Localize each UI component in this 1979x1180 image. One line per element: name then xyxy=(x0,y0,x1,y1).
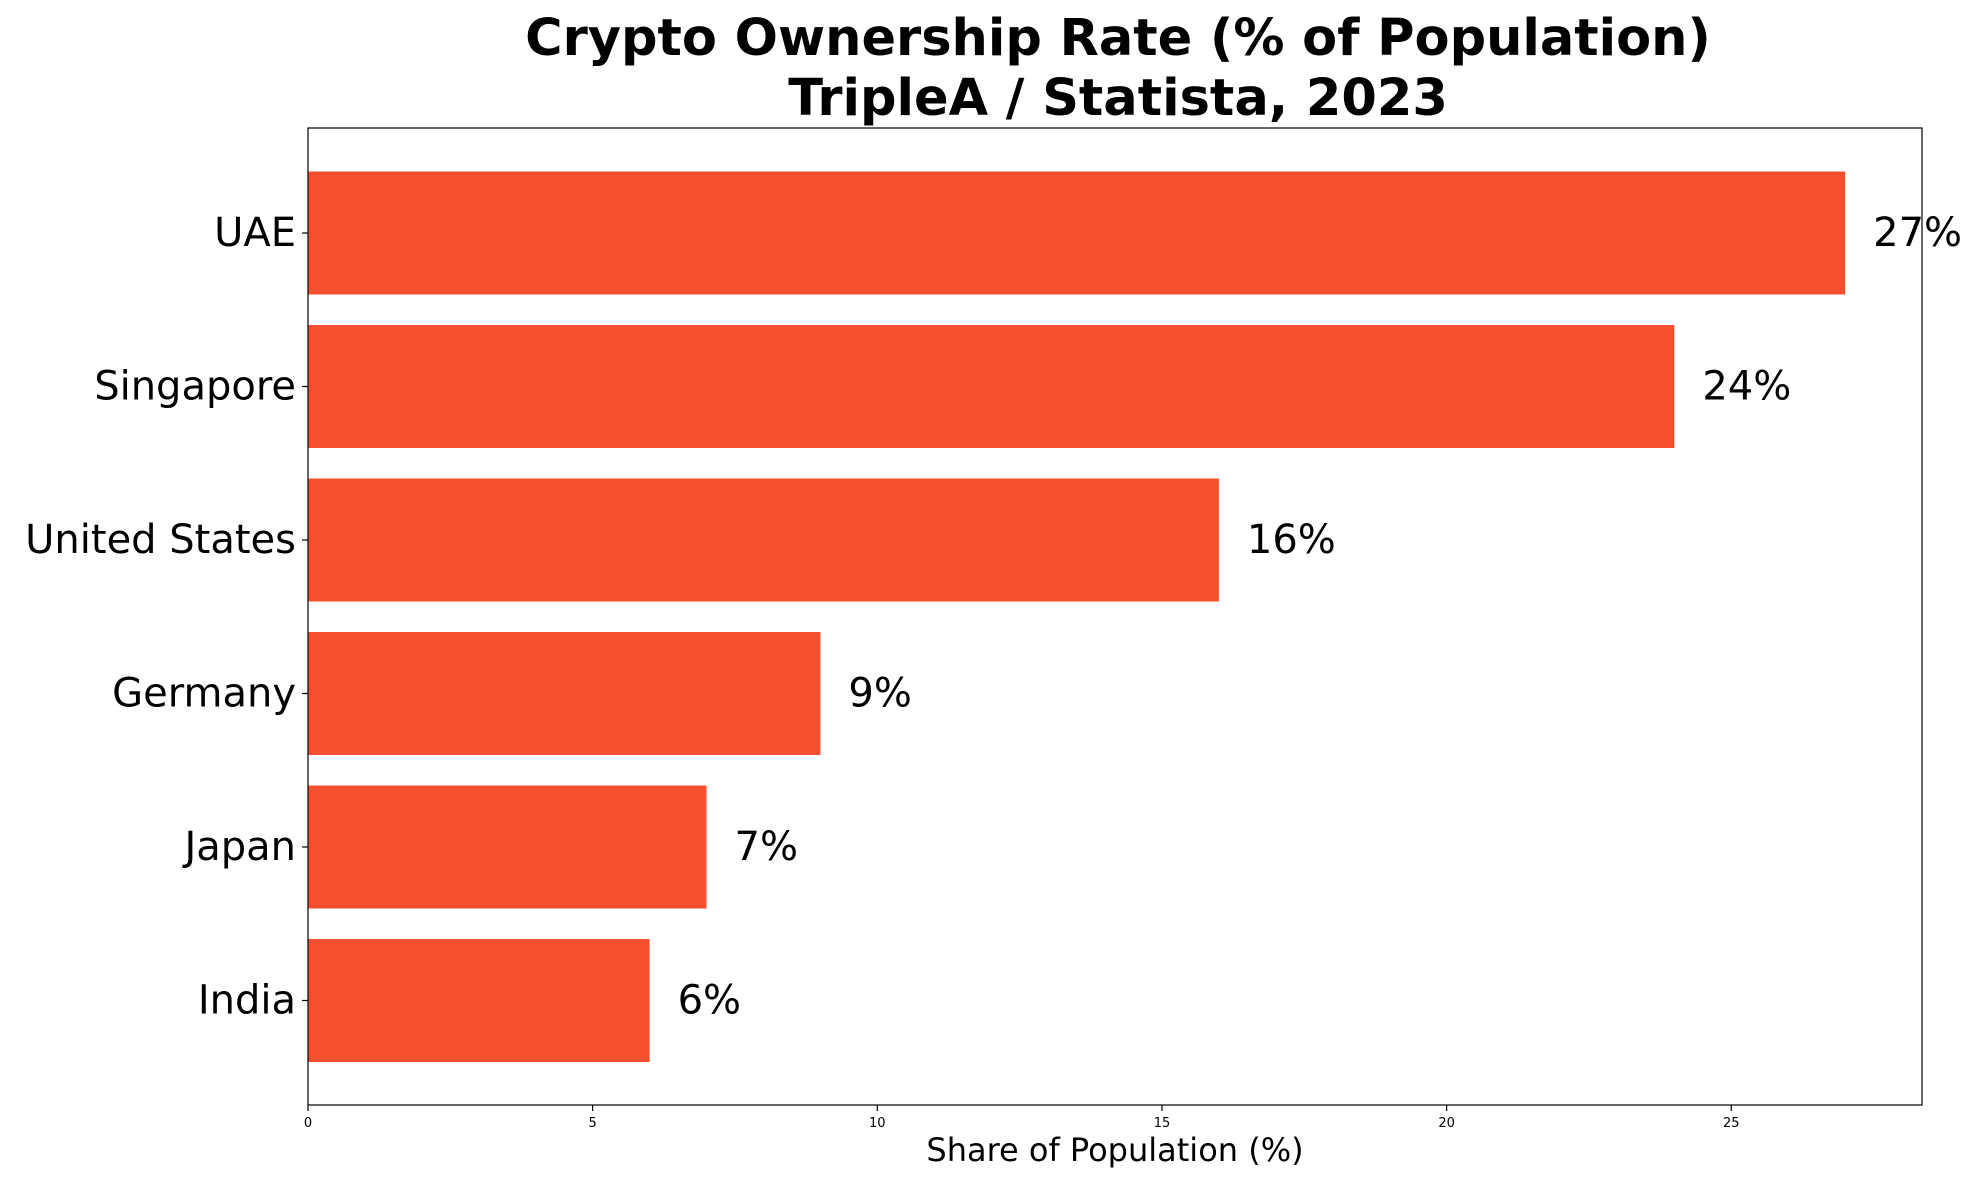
y-ticks-layer xyxy=(302,232,308,1002)
bar-germany xyxy=(308,632,821,755)
category-label: United States xyxy=(25,517,296,563)
bar-uae xyxy=(308,171,1846,295)
value-label: 9% xyxy=(848,671,911,717)
value-label: 24% xyxy=(1702,364,1791,410)
category-label: Singapore xyxy=(94,364,296,410)
bar-singapore xyxy=(308,325,1675,448)
value-label: 27% xyxy=(1873,210,1962,256)
value-label: 16% xyxy=(1247,517,1336,563)
bar-japan xyxy=(308,785,707,909)
x-axis-title: Share of Population (%) xyxy=(926,1131,1303,1169)
category-label: India xyxy=(198,978,296,1024)
bars-layer xyxy=(308,171,1846,1062)
x-tick-label: 15 xyxy=(1154,1116,1171,1131)
category-label: Germany xyxy=(112,671,296,717)
bar-india xyxy=(308,939,650,1062)
plot-frame xyxy=(307,127,1923,1106)
chart-title: Crypto Ownership Rate (% of Population) xyxy=(525,9,1711,68)
category-label: Japan xyxy=(181,824,296,870)
bar-united-states xyxy=(308,478,1219,602)
x-tick-label: 5 xyxy=(589,1116,597,1131)
x-tick-label: 0 xyxy=(304,1116,312,1131)
chart-subtitle: TripleA / Statista, 2023 xyxy=(788,69,1448,128)
x-tick-label: 10 xyxy=(869,1116,886,1131)
category-label: UAE xyxy=(214,210,296,256)
category-labels-layer: UAE Singapore United States Germany Japan Ind… xyxy=(25,210,296,1024)
value-labels-layer: 27% 24% 16% 9% 7% 6% xyxy=(678,210,1962,1024)
x-ticks-layer: 0 5 10 15 20 25 xyxy=(304,1105,1740,1131)
x-tick-label: 25 xyxy=(1723,1116,1740,1131)
x-tick-label: 20 xyxy=(1438,1116,1455,1131)
value-label: 7% xyxy=(735,824,798,870)
value-label: 6% xyxy=(678,978,741,1024)
